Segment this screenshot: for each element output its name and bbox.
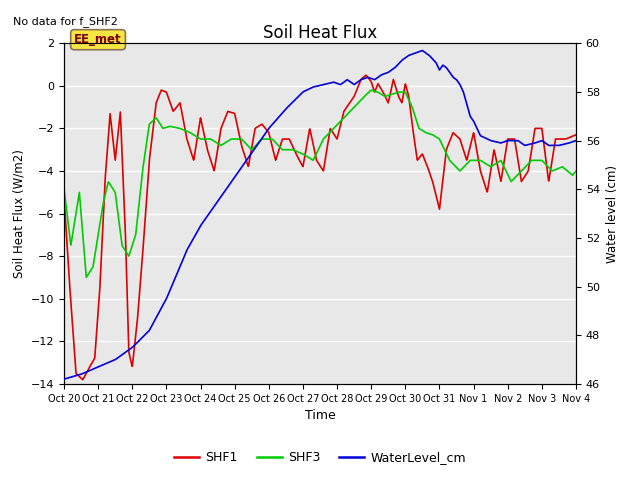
Y-axis label: Soil Heat Flux (W/m2): Soil Heat Flux (W/m2) — [12, 149, 25, 278]
Y-axis label: Water level (cm): Water level (cm) — [605, 165, 618, 263]
Title: Soil Heat Flux: Soil Heat Flux — [263, 24, 377, 42]
X-axis label: Time: Time — [305, 409, 335, 422]
Text: No data for f_SHF2: No data for f_SHF2 — [13, 16, 118, 27]
Legend: SHF1, SHF3, WaterLevel_cm: SHF1, SHF3, WaterLevel_cm — [169, 446, 471, 469]
Text: EE_met: EE_met — [74, 33, 122, 46]
